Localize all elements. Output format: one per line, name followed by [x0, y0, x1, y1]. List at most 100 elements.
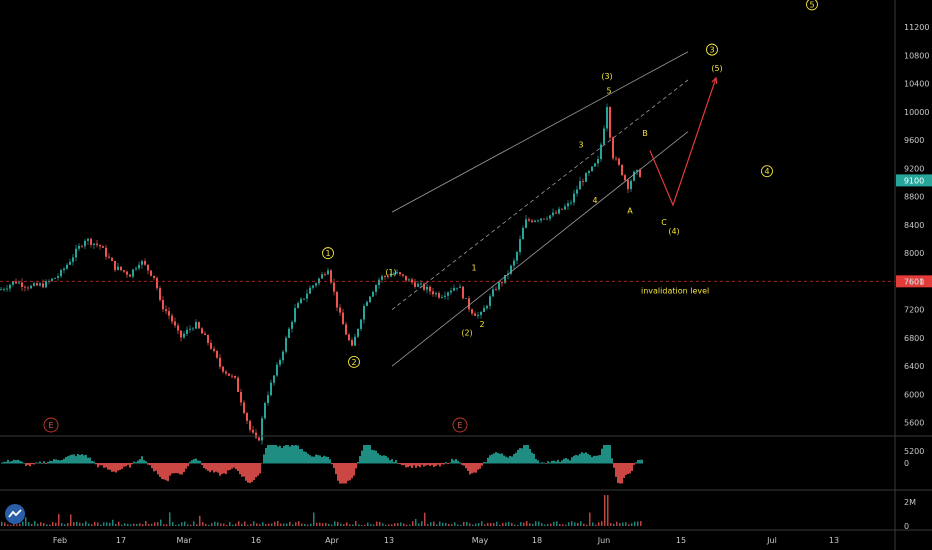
- volume-bar: [184, 521, 186, 526]
- oscillator-bar: [617, 463, 619, 484]
- candle: [237, 376, 239, 393]
- candle: [249, 419, 251, 433]
- candle: [429, 285, 431, 295]
- candle: [573, 189, 575, 206]
- candle-body: [549, 215, 551, 219]
- candle: [576, 185, 578, 197]
- oscillator-bar: [217, 463, 219, 473]
- oscillator-bar: [123, 463, 125, 467]
- oscillator-bar: [137, 460, 139, 464]
- candle-body: [162, 300, 164, 310]
- oscillator-bar: [169, 463, 171, 476]
- volume-bar: [511, 523, 513, 526]
- candle-body: [606, 107, 608, 129]
- oscillator-bar: [167, 463, 169, 482]
- volume-bar: [220, 523, 222, 526]
- oscillator-bar: [601, 448, 603, 464]
- candle: [480, 310, 482, 319]
- oscillator-bar: [405, 463, 407, 468]
- volume-bar: [613, 523, 615, 526]
- candle-body: [180, 330, 182, 338]
- oscillator-bar: [573, 455, 575, 464]
- candle-body: [114, 260, 116, 270]
- wave-label: 4: [764, 167, 769, 176]
- candle: [405, 275, 407, 283]
- candle: [525, 215, 527, 229]
- candle: [492, 285, 494, 298]
- volume-bar: [397, 523, 399, 526]
- candle: [60, 268, 62, 279]
- volume-bar: [7, 524, 9, 526]
- oscillator-bar: [29, 463, 31, 467]
- oscillator-bar: [363, 445, 365, 464]
- oscillator-bar: [427, 463, 429, 465]
- volume-bar: [229, 521, 231, 526]
- oscillator-bar: [243, 463, 245, 477]
- candle: [366, 300, 368, 307]
- candle: [579, 177, 581, 190]
- candle-body: [453, 287, 455, 291]
- candle-body: [471, 309, 473, 314]
- candle-body: [459, 286, 461, 288]
- volume-bar: [313, 512, 315, 526]
- candle: [516, 250, 518, 265]
- oscillator-bar: [153, 463, 155, 472]
- oscillator-bar: [441, 463, 443, 465]
- candle: [141, 259, 143, 269]
- candle: [219, 353, 221, 370]
- volume-bar: [517, 524, 519, 526]
- volume-bar: [532, 523, 534, 526]
- volume-bar: [37, 523, 39, 526]
- oscillator-bar: [367, 445, 369, 464]
- candle: [213, 346, 215, 353]
- oscillator-bar: [453, 460, 455, 464]
- volume-bar: [145, 521, 147, 526]
- volume-bar: [187, 524, 189, 526]
- candle: [399, 271, 401, 277]
- oscillator-bar: [133, 461, 135, 464]
- volume-bar: [337, 521, 339, 526]
- oscillator-bar: [1, 462, 3, 464]
- oscillator-bar: [303, 451, 305, 464]
- oscillator-bar: [271, 445, 273, 464]
- candle-body: [72, 257, 74, 262]
- oscillator-bar: [637, 459, 639, 464]
- volume-bar: [619, 523, 621, 526]
- oscillator-bar: [245, 463, 247, 481]
- oscillator-bar: [595, 455, 597, 464]
- oscillator-bar: [469, 463, 471, 475]
- volume-bar: [562, 524, 564, 526]
- volume-bar: [10, 524, 12, 526]
- candle-body: [519, 239, 521, 253]
- oscillator-bar: [547, 461, 549, 464]
- candle: [0, 286, 2, 291]
- volume-bar: [484, 524, 486, 526]
- candle-body: [201, 328, 203, 334]
- candle-body: [264, 402, 266, 419]
- candle: [534, 219, 536, 223]
- oscillator-bar: [279, 445, 281, 464]
- candle: [432, 287, 434, 297]
- oscillator-bar: [635, 462, 637, 464]
- candle-body: [339, 307, 341, 313]
- candle-body: [576, 189, 578, 194]
- volume-bar: [202, 522, 204, 526]
- oscillator-bar: [45, 463, 47, 464]
- candle-body: [45, 281, 47, 288]
- candle: [51, 278, 53, 282]
- candle: [477, 311, 479, 319]
- invalidation-price-tag: [896, 275, 932, 288]
- candle-body: [531, 220, 533, 222]
- oscillator-bar: [433, 463, 435, 467]
- candle-body: [102, 246, 104, 248]
- volume-bar: [529, 523, 531, 526]
- oscillator-bar: [285, 445, 287, 464]
- volume-bar: [97, 522, 99, 526]
- volume-bar: [607, 495, 609, 526]
- volume-bar: [355, 521, 357, 526]
- candle-body: [402, 274, 404, 276]
- oscillator-zero-label: 0: [904, 459, 909, 468]
- oscillator-bar: [307, 453, 309, 464]
- oscillator-bar: [417, 463, 419, 466]
